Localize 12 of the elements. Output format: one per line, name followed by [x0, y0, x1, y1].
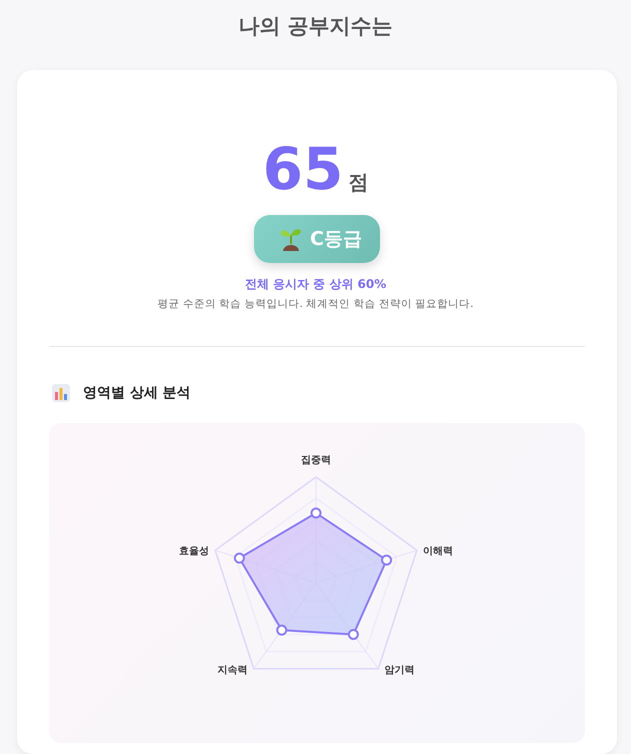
text: 나의 공부지수는	[237, 13, 394, 40]
spoke-label: 암기력	[384, 664, 414, 676]
chart-title: 영역별 상세 분석	[83, 384, 191, 402]
text: 점	[348, 170, 368, 194]
text: C등급	[310, 227, 362, 252]
spoke-label: 지속력	[218, 664, 248, 676]
text: 전체 응시자 중 상위 60%	[244, 276, 388, 293]
spoke-label: 효율성	[179, 546, 210, 558]
spoke-label: 이해력	[422, 546, 453, 558]
text: 평균 수준의 학습 능력입니다. 체계적인 학습 전략이 필요합니다.	[156, 297, 475, 311]
text: 65	[262, 135, 344, 203]
spoke-label: 집중력	[301, 455, 331, 466]
